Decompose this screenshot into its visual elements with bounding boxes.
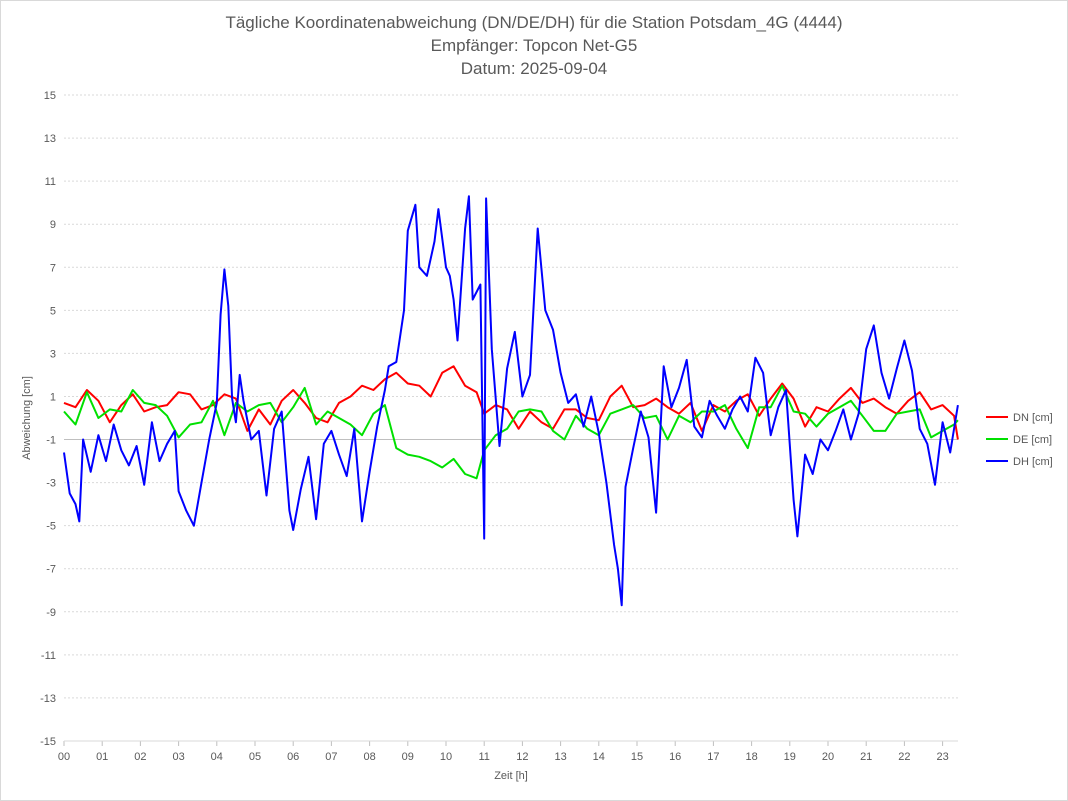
chart-title: Tägliche Koordinatenabweichung (DN/DE/DH… (225, 13, 843, 32)
x-tick-label: 16 (669, 751, 681, 763)
y-tick-label: -3 (46, 478, 56, 490)
x-tick-label: 19 (784, 751, 796, 763)
x-tick-label: 00 (58, 751, 70, 763)
y-tick-label: 7 (50, 262, 56, 274)
series-layer (63, 195, 959, 607)
x-tick-label: 13 (554, 751, 566, 763)
chart-subtitle-receiver: Empfänger: Topcon Net-G5 (430, 36, 638, 55)
x-tick-label: 10 (440, 751, 452, 763)
x-tick-label: 07 (325, 751, 337, 763)
y-tick-label: -5 (46, 521, 56, 533)
legend-label: DH [cm] (1013, 456, 1053, 468)
x-tick-label: 04 (211, 751, 223, 763)
x-tick-label: 02 (134, 751, 146, 763)
x-tick-label: 15 (631, 751, 643, 763)
y-tick-label: -1 (46, 435, 56, 447)
x-tick-label: 08 (363, 751, 375, 763)
x-tick-label: 09 (402, 751, 414, 763)
y-tick-label: 5 (50, 305, 56, 317)
y-tick-label: 13 (44, 133, 56, 145)
x-tick-label: 01 (96, 751, 108, 763)
legend-label: DN [cm] (1013, 412, 1053, 424)
y-tick-label: 3 (50, 348, 56, 360)
y-tick-label: -7 (46, 564, 56, 576)
y-tick-label: -15 (40, 736, 56, 748)
y-tick-label: 1 (50, 391, 56, 403)
x-tick-label: 11 (478, 751, 489, 763)
series-line-dn (63, 365, 959, 440)
y-axis-title: Abweichung [cm] (21, 376, 33, 460)
chart-subtitle-date: Datum: 2025-09-04 (460, 59, 608, 78)
y-tick-label: 9 (50, 219, 56, 231)
x-tick-label: 14 (593, 751, 605, 763)
x-axis-title: Zeit [h] (494, 770, 528, 782)
x-tick-label: 18 (745, 751, 757, 763)
x-tick-label: 20 (822, 751, 834, 763)
x-tick-label: 21 (860, 751, 872, 763)
y-tick-label: -11 (41, 650, 56, 662)
x-tick-label: 17 (707, 751, 719, 763)
series-line-dh (63, 195, 959, 607)
y-tick-label: 11 (45, 176, 56, 188)
series-line-de (63, 384, 959, 480)
axis-layer (63, 439, 958, 746)
y-tick-label: -13 (40, 693, 56, 705)
x-tick-label: 23 (936, 751, 948, 763)
y-tick-label: 15 (44, 90, 56, 102)
legend: DN [cm] DE [cm] DH [cm] (986, 412, 1053, 468)
y-tick-label: -9 (46, 607, 56, 619)
x-tick-label: 06 (287, 751, 299, 763)
x-tick-label: 22 (898, 751, 910, 763)
x-tick-label: 12 (516, 751, 528, 763)
legend-label: DE [cm] (1013, 434, 1052, 446)
x-tick-label: 03 (172, 751, 184, 763)
x-tick-label: 05 (249, 751, 261, 763)
